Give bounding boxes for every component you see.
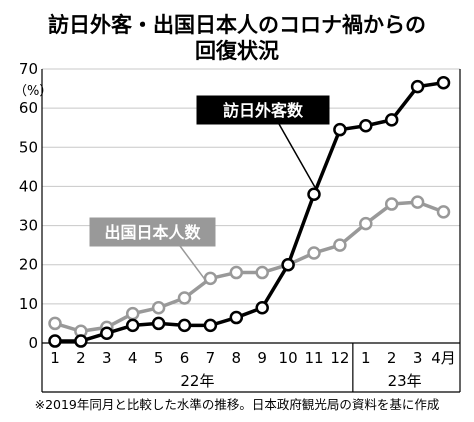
- data-point: [436, 75, 451, 90]
- series-label: 訪日外客数: [223, 101, 304, 120]
- data-point: [359, 119, 373, 133]
- data-point: [229, 265, 244, 280]
- x-tick-label: 3: [102, 349, 112, 367]
- data-point: [203, 271, 218, 286]
- x-tick-label: 6: [180, 349, 190, 367]
- x-tick-label: 4: [128, 349, 138, 367]
- footnote: ※2019年同月と比較した水準の推移。日本政府観光局の資料を基に作成: [35, 397, 440, 412]
- chart-title-line2: 回復状況: [195, 39, 279, 63]
- data-point: [229, 310, 244, 325]
- x-tick-label: 3: [413, 349, 423, 367]
- data-point: [74, 334, 88, 348]
- data-point: [100, 326, 114, 340]
- y-tick-label: 0: [28, 334, 38, 352]
- y-tick-label: 40: [19, 177, 38, 195]
- data-point: [436, 205, 451, 219]
- series-label-leader: [179, 245, 208, 282]
- data-point: [410, 195, 425, 209]
- y-tick-label: 70: [19, 60, 38, 78]
- x-tick-label: 2: [76, 349, 86, 367]
- data-point: [359, 216, 373, 231]
- series: [48, 75, 451, 348]
- x-tick-label: 1: [361, 349, 371, 367]
- x-tick-label: 1: [50, 349, 60, 367]
- data-point: [333, 238, 347, 252]
- x-tick-label: 8: [232, 349, 242, 367]
- data-point: [307, 187, 321, 202]
- series-label: 出国日本人数: [104, 223, 201, 242]
- data-point: [307, 246, 321, 260]
- data-point: [281, 257, 295, 272]
- data-point: [255, 265, 269, 280]
- data-point: [48, 334, 62, 348]
- year-group-label: 22年: [180, 372, 214, 390]
- series-label-box: [89, 217, 216, 247]
- data-point: [151, 301, 166, 315]
- x-tick-label: 9: [257, 349, 267, 367]
- y-tick-label: 20: [19, 256, 38, 274]
- data-point: [48, 316, 62, 331]
- data-point: [255, 301, 269, 315]
- series-line-0: [55, 80, 444, 343]
- year-group-label: 23年: [388, 372, 422, 390]
- data-point: [384, 113, 399, 127]
- x-tick-label: 5: [154, 349, 164, 367]
- x-tick-label: 11: [304, 349, 323, 367]
- data-point: [203, 318, 218, 333]
- data-point: [177, 291, 192, 305]
- y-tick-label: 60: [19, 99, 38, 117]
- y-tick-label: 10: [19, 295, 38, 313]
- data-point: [384, 197, 399, 211]
- data-point: [125, 306, 140, 321]
- series-label-leader: [278, 123, 316, 188]
- x-tick-label: 4月: [431, 349, 456, 367]
- x-tick-label: 2: [387, 349, 397, 367]
- data-point: [410, 79, 425, 94]
- x-tick-label: 12: [330, 349, 349, 367]
- data-point: [333, 122, 347, 137]
- y-tick-label: 30: [19, 217, 38, 235]
- series-label-box: [196, 95, 330, 125]
- y-tick-label: 50: [19, 138, 38, 156]
- chart-title-line1: 訪日外客・出国日本人のコロナ禍からの: [48, 13, 426, 37]
- data-point: [151, 316, 166, 331]
- x-tick-label: 7: [206, 349, 216, 367]
- data-point: [125, 318, 140, 333]
- y-axis-unit-label: （%）: [14, 84, 52, 99]
- x-tick-label: 10: [279, 349, 298, 367]
- series-line-1: [54, 200, 445, 334]
- data-point: [177, 318, 192, 333]
